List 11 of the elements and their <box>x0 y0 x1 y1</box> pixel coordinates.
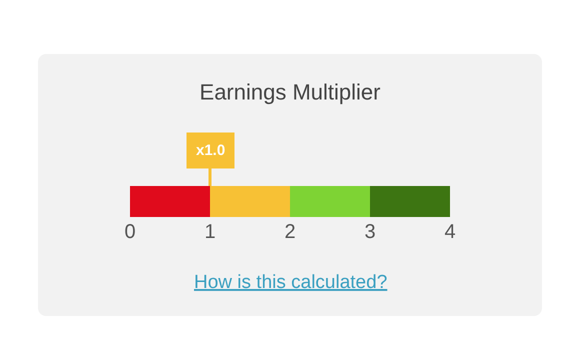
x-tick-label: 0 <box>124 221 136 243</box>
text: How is this calculated? <box>194 272 388 293</box>
bar <box>370 186 450 217</box>
annotation: x1.0 <box>196 142 226 159</box>
x-tick-label: 2 <box>284 221 296 243</box>
x-tick-label: 3 <box>364 221 376 243</box>
bar <box>290 186 370 217</box>
x-tick-label: 4 <box>444 221 456 243</box>
chart-title: Earnings Multiplier <box>200 80 380 105</box>
x-tick-label: 1 <box>204 221 216 243</box>
bar <box>130 186 210 217</box>
